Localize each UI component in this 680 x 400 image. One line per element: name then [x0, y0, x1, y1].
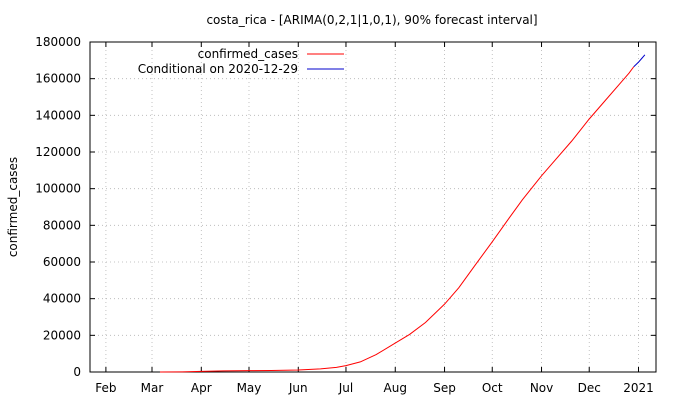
x-tick-label: Dec — [578, 381, 601, 395]
y-tick-label: 40000 — [43, 292, 81, 306]
y-tick-label: 100000 — [35, 182, 81, 196]
y-tick-label: 120000 — [35, 145, 81, 159]
y-tick-label: 160000 — [35, 72, 81, 86]
x-tick-label: 2021 — [623, 381, 654, 395]
legend-label-confirmed-cases: confirmed_cases — [198, 47, 298, 61]
y-tick-label: 60000 — [43, 255, 81, 269]
x-tick-label: Feb — [95, 381, 116, 395]
chart-title: costa_rica - [ARIMA(0,2,1|1,0,1), 90% fo… — [206, 13, 537, 27]
x-tick-label: Nov — [530, 381, 553, 395]
x-tick-label: May — [237, 381, 262, 395]
y-tick-label: 20000 — [43, 328, 81, 342]
series-confirmed-cases-line — [159, 66, 635, 373]
y-tick-label: 180000 — [35, 35, 81, 49]
y-tick-label: 80000 — [43, 218, 81, 232]
axis-ticks: 0 20000 40000 60000 80000 100000 120000 140000 1… — [35, 35, 656, 395]
x-tick-label: Jun — [288, 381, 308, 395]
y-tick-label: 140000 — [35, 108, 81, 122]
plot-frame — [89, 41, 657, 373]
legend-label-conditional-forecast: Conditional on 2020-12-29 — [138, 62, 298, 76]
x-tick-label: Oct — [482, 381, 503, 395]
x-tick-label: Apr — [191, 381, 212, 395]
x-tick-label: Mar — [141, 381, 164, 395]
y-tick-label: 0 — [73, 365, 81, 379]
grid-lines — [90, 42, 656, 372]
y-axis-label: confirmed_cases — [6, 157, 20, 257]
x-tick-label: Sep — [433, 381, 456, 395]
x-tick-label: Jul — [338, 381, 353, 395]
legend: confirmed_cases Conditional on 2020-12-2… — [138, 47, 344, 76]
series-layer — [159, 54, 646, 373]
x-tick-label: Aug — [384, 381, 407, 395]
series-conditional-forecast-line — [633, 54, 646, 68]
